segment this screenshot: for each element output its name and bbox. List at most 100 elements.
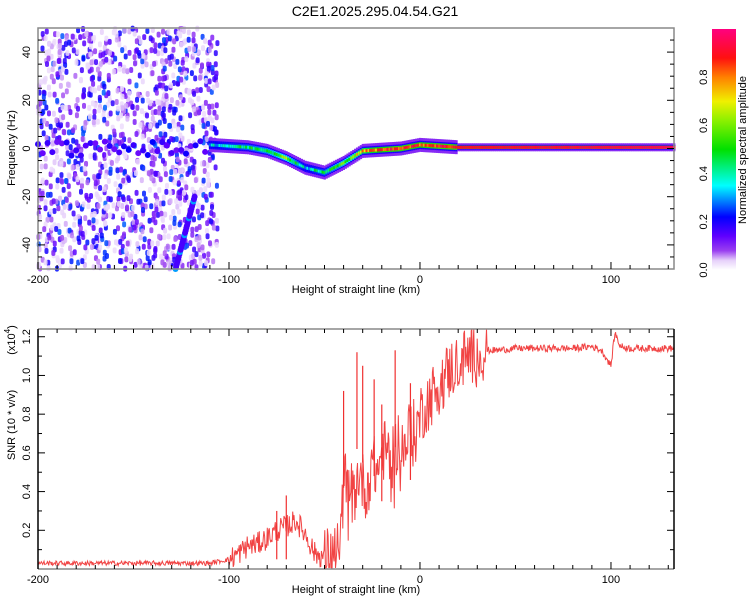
heatmap-cell [41,93,46,100]
heatmap-cell [650,145,653,149]
heatmap-cell [506,145,510,149]
heatmap-cell [483,145,487,149]
heatmap-cell [350,156,353,160]
heatmap-cell [104,240,109,247]
heatmap-cell [47,48,52,55]
y-tick-label: 0.8 [21,407,33,422]
heatmap-cell [191,31,196,38]
heatmap-cell [117,30,122,37]
heatmap-cell [97,94,102,101]
heatmap-cell [177,66,182,73]
heatmap-cell [110,100,115,107]
snr-multiplier-base: (x10 [6,333,18,354]
heatmap-cell [71,210,76,217]
heatmap-cell [562,145,565,149]
snr-multiplier-exp: 4 [3,328,12,333]
heatmap-cell [310,167,313,171]
snr-multiplier-close: ) [6,325,18,329]
heatmap-cell [168,214,173,221]
heatmap-cell [117,201,122,208]
heatmap-cell [209,124,214,131]
heatmap-cell [501,145,504,149]
heatmap-cell [79,67,84,74]
heatmap-cell [213,164,218,171]
heatmap-cell [98,244,103,251]
heatmap-cell [476,145,479,149]
y-tick-label: 40 [21,46,33,58]
heatmap-cell [108,110,113,117]
heatmap-cell [205,233,210,240]
heatmap-cell [191,46,196,53]
colorbar-tick-label: 0.4 [698,166,710,181]
heatmap-cell [210,103,215,110]
heatmap-cell [151,216,156,223]
heatmap-cell [122,221,127,228]
heatmap-cell [472,145,475,149]
heatmap-cell [168,149,175,156]
heatmap-cell [390,147,393,151]
heatmap-cell [283,155,286,159]
heatmap-cell [256,147,260,151]
heatmap-cell [132,54,137,61]
heatmap-cell [112,128,117,135]
heatmap-cell [203,37,208,44]
heatmap-cell [222,144,225,148]
heatmap-cell [58,82,63,89]
spectrogram-heatmap [35,25,676,272]
heatmap-cell [191,37,196,44]
heatmap-cell [264,149,267,153]
heatmap-cell [192,142,199,149]
heatmap-cell [120,203,125,210]
heatmap-cell [92,34,97,41]
heatmap-cell [54,139,61,146]
heatmap-cell [174,152,179,159]
heatmap-cell [128,226,133,233]
heatmap-cell [178,32,183,39]
heatmap-cell [74,112,79,119]
heatmap-cell [140,97,145,104]
heatmap-cell [177,208,182,215]
heatmap-cell [638,145,642,149]
heatmap-cell [82,124,87,131]
heatmap-cell [237,145,240,149]
heatmap-cell [202,110,207,117]
heatmap-cell [75,105,80,112]
heatmap-cell [196,95,201,102]
heatmap-cell [355,153,359,157]
heatmap-cell [184,194,189,201]
heatmap-cell [134,38,139,45]
heatmap-cell [556,145,559,149]
heatmap-cell [175,203,180,210]
heatmap-cell [117,65,122,72]
heatmap-cell [104,253,109,260]
heatmap-cell [62,58,67,65]
heatmap-cell [571,145,575,149]
heatmap-cell [81,93,86,100]
heatmap-cell [168,224,173,231]
heatmap-cell [80,135,85,142]
heatmap-cell [52,240,57,247]
heatmap-cell [105,120,110,127]
heatmap-cell [102,152,107,159]
heatmap-cell [466,145,470,149]
heatmap-cell [443,144,447,148]
heatmap-cell [434,144,437,148]
heatmap-cell [52,208,57,215]
heatmap-cell [204,130,209,137]
heatmap-cell [87,91,92,98]
heatmap-cell [546,145,550,149]
heatmap-cell [487,145,491,149]
heatmap-cell [245,145,248,149]
heatmap-cell [169,53,174,60]
y-tick-label: 1.2 [21,329,33,344]
heatmap-cell [659,145,663,149]
heatmap-cell [134,218,139,225]
heatmap-cell [552,145,556,149]
heatmap-cell [143,196,148,203]
heatmap-cell [61,114,66,121]
heatmap-cell [172,179,177,186]
heatmap-cell [49,166,54,173]
heatmap-cell [175,156,180,163]
heatmap-cell [657,145,661,149]
heatmap-cell [207,103,212,110]
